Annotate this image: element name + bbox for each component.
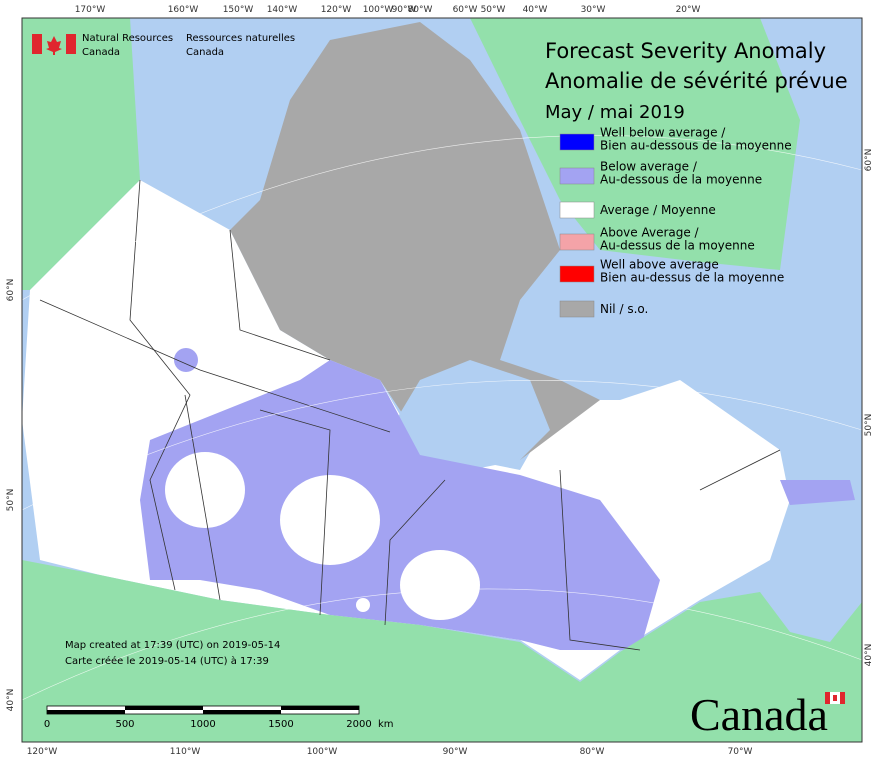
- graticule-labels: 170°W 160°W 150°W 140°W 120°W 100°W90°W80°W 60…: [6, 5, 874, 757]
- org-en: Canada: [82, 47, 120, 58]
- scale-segment: [47, 710, 125, 714]
- graticule-lines: [21, 135, 863, 701]
- subtitle: May / mai 2019: [545, 102, 685, 123]
- boundaries: [39, 179, 781, 651]
- graticule-label: 40°N: [864, 644, 874, 667]
- graticule-label: 140°W: [267, 5, 298, 15]
- legend-swatch: [559, 133, 595, 151]
- legend: Well below average /Bien au-dessous de l…: [559, 126, 792, 318]
- graticule-label: 40°N: [6, 689, 16, 712]
- graticule-label: 110°W: [170, 747, 201, 757]
- nil-arctic: [230, 22, 600, 460]
- graticule-label: 70°W: [728, 747, 753, 757]
- flag-bar: [32, 34, 42, 54]
- scale-segment: [203, 710, 281, 714]
- graticule-label: 100°W: [363, 5, 394, 15]
- hudson-bay: [390, 360, 550, 470]
- org-fr: Canada: [186, 47, 224, 58]
- legend-label: Below average /: [600, 160, 698, 174]
- org-fr: Ressources naturelles: [186, 33, 295, 44]
- graticule-label: 150°W: [223, 5, 254, 15]
- legend-swatch: [559, 167, 595, 185]
- graticule-label: 60°N: [864, 149, 874, 172]
- map-frame: [21, 17, 863, 743]
- graticule-label: 90°W: [443, 747, 468, 757]
- graticule-label: 120°W: [321, 5, 352, 15]
- canada-wordmark: Canada: [690, 689, 845, 740]
- graticule-label: 30°W: [581, 5, 606, 15]
- wordmark-flag: [825, 692, 830, 704]
- wordmark: Canada: [690, 689, 828, 740]
- title: Anomalie de sévérité prévue: [545, 69, 848, 93]
- wordmark-flag: [833, 695, 837, 701]
- legend-label: Well below average /: [600, 126, 726, 140]
- graticule-label: 170°W: [75, 5, 106, 15]
- graticule-label: 80°W: [408, 5, 433, 15]
- scale-segment: [125, 706, 203, 710]
- graticule-label: 160°W: [168, 5, 199, 15]
- map: [21, 17, 863, 743]
- org-en: Natural Resources: [82, 33, 173, 44]
- scale-label: 1500: [268, 719, 293, 730]
- scale-bar: km 0 500 1000 1500 2000: [44, 705, 394, 730]
- legend-swatch: [559, 201, 595, 219]
- graticule-label: 100°W: [307, 747, 338, 757]
- scale-label: 0: [44, 719, 50, 730]
- graticule-label: 50°N: [864, 414, 874, 437]
- below-average-east: [780, 480, 855, 505]
- graticule-label: 120°W: [27, 747, 58, 757]
- nrcan-signature: Natural Resources Canada Ressources natu…: [32, 33, 295, 58]
- credit: Map created at 17:39 (UTC) on 2019-05-14: [65, 640, 280, 651]
- graticule-label: 90°W: [392, 5, 417, 15]
- graticule-label: 40°W: [523, 5, 548, 15]
- average-patch: [280, 475, 380, 565]
- legend-label: Average / Moyenne: [600, 203, 716, 217]
- scale-label: 500: [115, 719, 134, 730]
- below-average: [140, 360, 660, 650]
- graticule-label: 80°W: [580, 747, 605, 757]
- united-states: [22, 560, 862, 742]
- credit: Carte créée le 2019-05-14 (UTC) à 17:39: [65, 655, 269, 667]
- legend-swatch: [559, 233, 595, 251]
- alaska: [22, 18, 140, 290]
- scale-label: 2000: [346, 719, 371, 730]
- average-patch: [356, 598, 370, 612]
- greenland: [470, 18, 800, 270]
- graticule-label: 60°N: [6, 279, 16, 302]
- graticule-label: 50°W: [481, 5, 506, 15]
- legend-swatch: [559, 265, 595, 283]
- legend-label: Bien au-dessous de la moyenne: [600, 139, 792, 153]
- legend-label: Above Average /: [600, 226, 700, 240]
- average-patch: [400, 550, 480, 620]
- title: Forecast Severity Anomaly: [545, 39, 826, 63]
- legend-label: Nil / s.o.: [600, 302, 648, 316]
- graticule-label: 60°W: [453, 5, 478, 15]
- graticule-label: 50°N: [6, 489, 16, 512]
- legend-label: Au-dessus de la moyenne: [600, 239, 755, 253]
- scale-label: 1000: [190, 719, 215, 730]
- legend-label: Well above average: [600, 258, 719, 272]
- average-patch: [165, 452, 245, 528]
- maple-leaf: [46, 36, 62, 55]
- legend-swatch: [559, 300, 595, 318]
- below-average-spot: [174, 348, 198, 372]
- flag-bar: [66, 34, 76, 54]
- graticule-label: 20°W: [676, 5, 701, 15]
- legend-label: Au-dessous de la moyenne: [600, 173, 762, 187]
- scale-unit: km: [378, 719, 394, 730]
- legend-label: Bien au-dessus de la moyenne: [600, 271, 784, 285]
- scale-segment: [281, 706, 359, 710]
- wordmark-flag: [840, 692, 845, 704]
